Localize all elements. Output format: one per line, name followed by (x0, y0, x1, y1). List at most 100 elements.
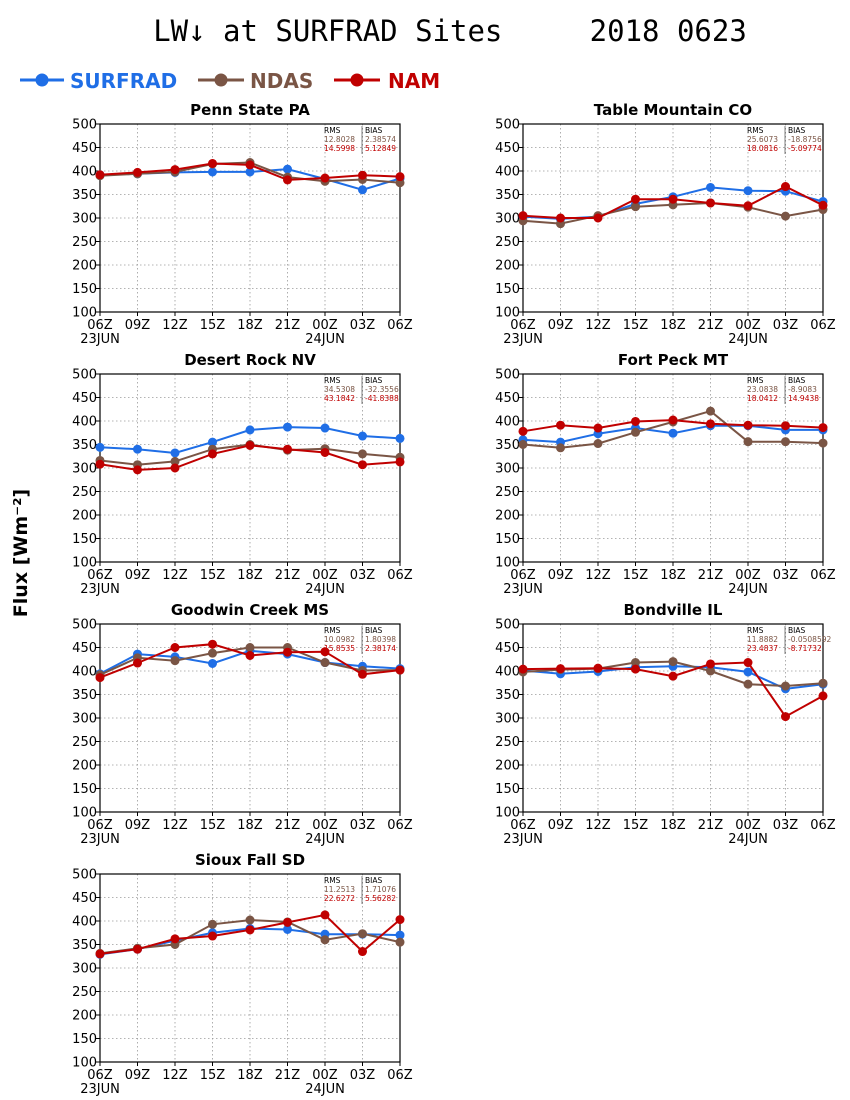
data-point-surfrad (95, 442, 105, 452)
data-point-nam (743, 658, 753, 668)
x-tick-label: 06Z (387, 318, 413, 333)
panel-sioux-fall-sd-title: Sioux Fall SD (195, 851, 305, 869)
x-tick-label: 06Z (510, 568, 536, 583)
y-tick-label: 400 (72, 165, 97, 180)
stats-bias-nam: 14.9438 (788, 394, 819, 403)
stats-header-bias: BIAS (788, 376, 805, 385)
y-tick-label: 300 (72, 212, 97, 227)
x-tick-label: 12Z (585, 818, 611, 833)
x-tick-label: 06Z (387, 818, 413, 833)
data-point-nam (320, 447, 330, 457)
x-tick-label: 21Z (698, 818, 724, 833)
data-point-nam (630, 194, 640, 204)
panel-penn-state-pa-title: Penn State PA (190, 101, 310, 119)
data-point-nam (208, 931, 218, 941)
data-point-nam (357, 669, 367, 679)
x-tick-label: 21Z (275, 1068, 301, 1083)
stats-header-rms: RMS (747, 126, 764, 135)
data-point-nam (357, 947, 367, 957)
y-tick-label: 350 (72, 938, 97, 953)
data-point-nam (395, 915, 405, 925)
y-tick-label: 100 (72, 806, 97, 821)
y-tick-label: 200 (72, 259, 97, 274)
data-point-nam (555, 213, 565, 223)
x-tick-label: 06Z (810, 818, 836, 833)
data-point-nam (245, 925, 255, 935)
data-point-nam (95, 949, 105, 959)
stats-header-rms: RMS (747, 626, 764, 635)
data-point-surfrad (320, 423, 330, 433)
date-label: 24JUN (305, 1082, 345, 1097)
data-point-nam (320, 647, 330, 657)
data-point-surfrad (245, 425, 255, 435)
data-point-ndas (593, 439, 603, 449)
data-point-ndas (357, 449, 367, 459)
stats-rms-ndas: 34.5308 (324, 385, 355, 394)
panel-table-mountain-co-stats: RMS BIAS 25.6073 -18.8756 18.0816 -5.09774 (747, 126, 822, 154)
x-tick-label: 15Z (623, 818, 649, 833)
date-label: 23JUN (503, 832, 543, 847)
data-point-nam (705, 419, 715, 429)
data-point-nam (95, 459, 105, 469)
panel-penn-state-pa-series-nam (95, 158, 405, 185)
y-tick-label: 100 (72, 556, 97, 571)
y-tick-label: 100 (495, 556, 520, 571)
y-tick-label: 350 (72, 438, 97, 453)
x-tick-label: 00Z (735, 318, 761, 333)
stats-bias-nam: -41.8388 (365, 394, 399, 403)
x-tick-label: 15Z (200, 1068, 226, 1083)
data-point-nam (170, 463, 180, 473)
data-point-nam (743, 201, 753, 211)
data-point-nam (208, 158, 218, 168)
data-point-nam (518, 211, 528, 221)
y-tick-label: 500 (495, 618, 520, 633)
y-tick-label: 500 (495, 118, 520, 133)
x-tick-label: 12Z (162, 318, 188, 333)
x-tick-label: 06Z (87, 568, 113, 583)
x-tick-label: 00Z (312, 818, 338, 833)
y-tick-label: 500 (495, 368, 520, 383)
panel-penn-state-pa-grid (100, 124, 400, 312)
x-tick-label: 15Z (200, 318, 226, 333)
data-point-ndas (780, 437, 790, 447)
y-tick-label: 300 (495, 462, 520, 477)
data-point-nam (668, 194, 678, 204)
data-point-nam (518, 664, 528, 674)
date-label: 23JUN (80, 332, 120, 347)
panel-table-mountain-co: Table Mountain CO 100 150 200 250 300 350 400 45… (495, 101, 836, 347)
panel-goodwin-creek-ms-grid (100, 624, 400, 812)
y-tick-label: 150 (72, 1032, 97, 1047)
x-tick-label: 06Z (87, 318, 113, 333)
data-point-nam (593, 663, 603, 673)
y-tick-label: 500 (72, 368, 97, 383)
panel-desert-rock-nv: Desert Rock NV 100 150 200 250 300 350 400 450 50… (72, 351, 413, 597)
panel-fort-peck-mt-title: Fort Peck MT (618, 351, 729, 369)
panel-goodwin-creek-ms-series-nam (95, 639, 405, 683)
data-point-nam (282, 917, 292, 927)
x-tick-label: 15Z (200, 568, 226, 583)
x-tick-label: 06Z (810, 568, 836, 583)
data-point-nam (780, 712, 790, 722)
y-tick-label: 250 (72, 735, 97, 750)
stats-bias-ndas: -18.8756 (788, 135, 822, 144)
data-point-ndas (208, 919, 218, 929)
y-tick-label: 250 (72, 985, 97, 1000)
y-tick-label: 500 (72, 868, 97, 883)
date-label: 23JUN (80, 832, 120, 847)
y-tick-label: 150 (72, 782, 97, 797)
stats-bias-nam: 2.38174 (365, 644, 396, 653)
legend-marker-nam (350, 73, 364, 87)
data-point-nam (743, 420, 753, 430)
x-tick-label: 18Z (660, 568, 686, 583)
data-point-nam (170, 165, 180, 175)
y-tick-label: 200 (72, 759, 97, 774)
y-axis-label: Flux [Wm⁻²] (10, 489, 32, 617)
date-label: 24JUN (728, 332, 768, 347)
stats-header-bias: BIAS (365, 626, 382, 635)
y-tick-label: 450 (72, 141, 97, 156)
data-point-nam (170, 642, 180, 652)
stats-rms-nam: 14.5998 (324, 144, 355, 153)
x-tick-label: 09Z (125, 568, 151, 583)
data-point-nam (133, 944, 143, 954)
date-label: 24JUN (305, 332, 345, 347)
